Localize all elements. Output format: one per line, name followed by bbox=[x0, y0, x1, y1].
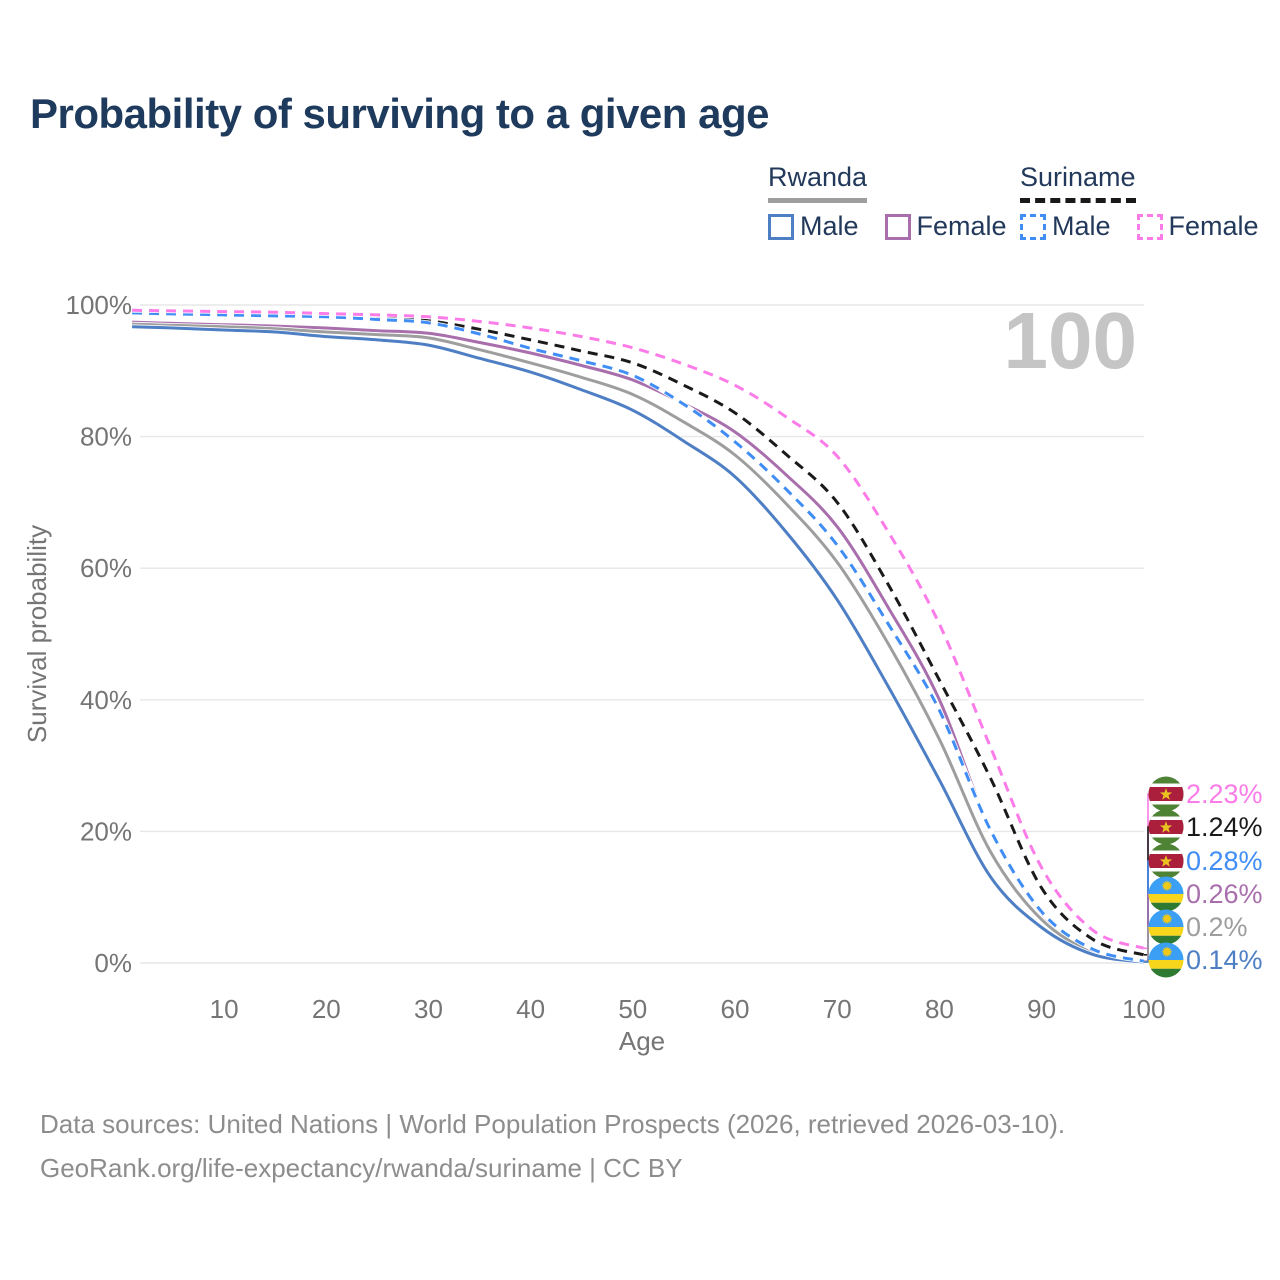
legend-item-suriname-female[interactable]: Female bbox=[1136, 211, 1259, 242]
x-tick-label-10: 10 bbox=[210, 994, 239, 1024]
x-tick-label-40: 40 bbox=[516, 994, 545, 1024]
x-tick-label-100: 100 bbox=[1122, 994, 1165, 1024]
legend-label-rwanda-female: Female bbox=[916, 211, 1007, 241]
y-tick-label-60: 60% bbox=[80, 553, 132, 583]
rwanda-male-swatch-icon bbox=[768, 213, 794, 240]
rwanda-flag-icon bbox=[1148, 876, 1184, 912]
curve-rwanda-female[interactable] bbox=[132, 320, 1145, 963]
end-label-rwanda-both: 0.2% bbox=[1186, 912, 1248, 942]
curve-rwanda-both[interactable] bbox=[132, 322, 1145, 964]
x-tick-label-60: 60 bbox=[721, 994, 750, 1024]
footer-attribution: GeoRank.org/life-expectancy/rwanda/surin… bbox=[40, 1153, 683, 1183]
page-title: Probability of surviving to a given age bbox=[30, 90, 769, 137]
legend-label-suriname-male: Male bbox=[1052, 211, 1111, 241]
y-tick-label-80: 80% bbox=[80, 422, 132, 452]
curve-halo-rwanda-male bbox=[132, 324, 1145, 965]
y-tick-label-100: 100% bbox=[66, 290, 133, 320]
x-tick-label-30: 30 bbox=[414, 994, 443, 1024]
survival-probability-chart: 0% 20% 40% 60% 80% 100% 10 20 30 40 50 60 70 80 90 100 A… bbox=[22, 290, 1263, 1056]
end-label-suriname-both: 1.24% bbox=[1186, 812, 1263, 842]
legend-label-rwanda-male: Male bbox=[800, 211, 859, 241]
footer-data-sources: Data sources: United Nations | World Pop… bbox=[40, 1109, 1066, 1139]
y-tick-label-40: 40% bbox=[80, 685, 132, 715]
hovered-age-watermark: 100 bbox=[1004, 296, 1137, 385]
curve-halo-rwanda-both bbox=[132, 321, 1145, 964]
suriname-male-swatch-icon bbox=[1020, 213, 1046, 240]
suriname-flag-icon bbox=[1148, 776, 1184, 812]
rwanda-female-swatch-icon bbox=[884, 213, 911, 240]
legend-group-rwanda: Rwanda Male Female bbox=[768, 162, 1007, 242]
x-axis-title: Age bbox=[619, 1026, 665, 1056]
suriname-flag-icon bbox=[1148, 809, 1184, 845]
rwanda-flag-icon bbox=[1148, 942, 1184, 978]
suriname-flag-icon bbox=[1148, 843, 1184, 879]
x-tick-label-80: 80 bbox=[925, 994, 954, 1024]
end-label-suriname-female: 2.23% bbox=[1186, 779, 1263, 809]
legend-country-rwanda[interactable]: Rwanda bbox=[768, 162, 868, 203]
rwanda-flag-icon bbox=[1148, 909, 1184, 945]
y-tick-label-0: 0% bbox=[94, 948, 132, 978]
y-axis-title: Survival probability bbox=[22, 525, 52, 743]
end-label-rwanda-female: 0.26% bbox=[1186, 879, 1263, 909]
end-label-rwanda-male: 0.14% bbox=[1186, 945, 1263, 975]
x-tick-label-20: 20 bbox=[312, 994, 341, 1024]
legend-item-suriname-male[interactable]: Male bbox=[1020, 211, 1111, 242]
curve-suriname-female[interactable] bbox=[132, 308, 1145, 950]
x-tick-label-50: 50 bbox=[618, 994, 647, 1024]
x-tick-label-70: 70 bbox=[823, 994, 852, 1024]
legend-item-rwanda-male[interactable]: Male bbox=[768, 211, 859, 242]
curve-halo-suriname-male bbox=[132, 310, 1145, 964]
end-label-suriname-male: 0.28% bbox=[1186, 846, 1263, 876]
legend-item-rwanda-female[interactable]: Female bbox=[884, 211, 1007, 242]
legend-country-suriname[interactable]: Suriname bbox=[1020, 162, 1136, 203]
legend-group-suriname: Suriname Male Female bbox=[1020, 162, 1259, 242]
legend-label-suriname-female: Female bbox=[1168, 211, 1259, 241]
curve-suriname-male[interactable] bbox=[132, 311, 1145, 963]
suriname-female-swatch-icon bbox=[1136, 213, 1163, 240]
legend: Rwanda Male Female Suriname Male Female bbox=[0, 0, 1280, 250]
curve-halo-rwanda-female bbox=[132, 319, 1145, 964]
y-tick-label-20: 20% bbox=[80, 816, 132, 846]
end-label-leader-suriname-male bbox=[1144, 860, 1154, 962]
curve-rwanda-male[interactable] bbox=[132, 325, 1145, 964]
footer: Data sources: United Nations | World Pop… bbox=[40, 1102, 1065, 1190]
x-tick-label-90: 90 bbox=[1027, 994, 1056, 1024]
